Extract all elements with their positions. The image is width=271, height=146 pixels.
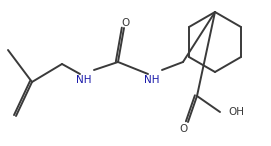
Text: O: O [180,124,188,134]
Text: NH: NH [76,75,92,85]
Text: O: O [122,18,130,28]
Text: NH: NH [144,75,160,85]
Text: OH: OH [228,107,244,117]
